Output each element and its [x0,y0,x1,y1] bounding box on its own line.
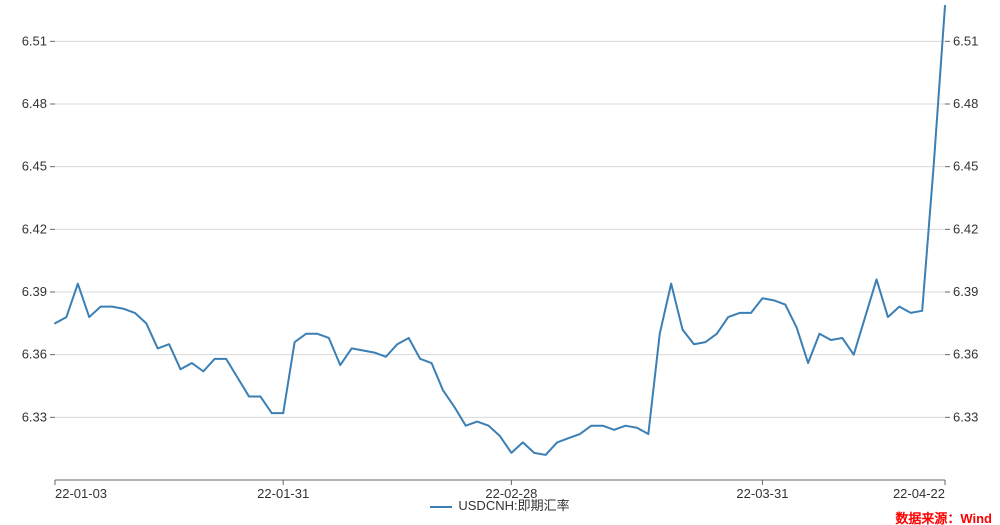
svg-text:6.36: 6.36 [22,347,47,362]
svg-text:6.45: 6.45 [22,159,47,174]
svg-text:6.48: 6.48 [953,96,978,111]
data-source-label: 数据来源：Wind [895,508,992,525]
legend: USDCNH:即期汇率 [0,495,1000,514]
legend-label: USDCNH:即期汇率 [458,498,569,513]
svg-text:6.42: 6.42 [953,221,978,236]
svg-text:6.48: 6.48 [22,96,47,111]
svg-text:6.42: 6.42 [22,221,47,236]
svg-text:6.36: 6.36 [953,347,978,362]
svg-text:6.39: 6.39 [953,284,978,299]
chart-root: 6.33 6.33 6.36 6.36 6.39 6.39 6.42 6.42 6.45 6.45… [0,0,1000,525]
svg-text:6.51: 6.51 [22,33,47,48]
line-chart: 6.33 6.33 6.36 6.36 6.39 6.39 6.42 6.42 6.45 6.45… [0,0,1000,525]
svg-text:6.39: 6.39 [22,284,47,299]
svg-text:6.33: 6.33 [953,409,978,424]
svg-text:6.45: 6.45 [953,159,978,174]
legend-swatch [430,506,452,508]
svg-text:6.51: 6.51 [953,33,978,48]
svg-text:6.33: 6.33 [22,409,47,424]
